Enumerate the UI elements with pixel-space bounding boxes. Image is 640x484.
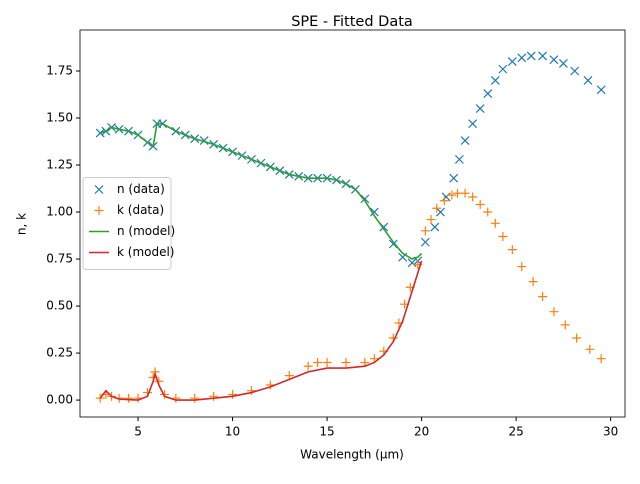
data-point <box>490 75 500 85</box>
data-point <box>483 207 493 217</box>
data-point <box>447 190 457 200</box>
y-tick-label: 1.50 <box>46 111 73 125</box>
data-point <box>538 292 548 302</box>
y-axis-label: n, k <box>15 213 29 235</box>
data-point <box>507 245 517 255</box>
legend-label: k (data) <box>117 203 164 217</box>
plot-frame <box>79 29 626 418</box>
data-point <box>538 51 548 61</box>
data-point <box>160 389 170 399</box>
data-point <box>517 262 527 272</box>
data-point <box>475 104 485 114</box>
x-axis-label: Wavelength (μm) <box>300 448 404 462</box>
data-point <box>246 386 256 396</box>
data-point <box>313 357 323 367</box>
data-point <box>441 192 451 202</box>
data-point <box>507 57 517 67</box>
data-point <box>498 231 508 241</box>
data-point <box>436 207 445 217</box>
data-point <box>432 203 442 213</box>
data-point <box>209 391 219 401</box>
data-point <box>549 55 559 65</box>
data-point <box>341 357 351 367</box>
data-point <box>439 196 449 206</box>
model-line <box>99 260 423 401</box>
data-point <box>468 119 478 129</box>
data-point <box>560 320 570 330</box>
data-point <box>426 215 436 225</box>
data-point <box>526 51 536 61</box>
data-point <box>596 85 606 95</box>
data-point <box>388 239 398 249</box>
data-point <box>475 200 485 210</box>
y-tick-label: 1.00 <box>46 205 73 219</box>
data-point <box>199 136 209 145</box>
x-tick-label: 15 <box>319 425 334 439</box>
data-point <box>517 53 527 63</box>
legend-swatch <box>94 185 104 194</box>
data-point <box>420 226 430 236</box>
data-point <box>596 354 606 364</box>
data-point <box>430 222 440 232</box>
data-point <box>558 59 568 68</box>
data-point <box>369 207 379 217</box>
data-point <box>190 393 200 403</box>
legend-swatch <box>94 206 104 215</box>
chart-title: SPE - Fitted Data <box>291 14 413 30</box>
x-tick-label: 25 <box>508 425 523 439</box>
data-point <box>303 361 313 371</box>
legend-box <box>82 177 172 270</box>
x-tick-label: 30 <box>603 425 618 439</box>
y-tick-label: 0.00 <box>46 393 73 407</box>
data-point <box>585 344 595 354</box>
data-point <box>570 66 580 76</box>
legend-label: n (data) <box>117 182 165 196</box>
data-point <box>360 194 370 204</box>
data-point <box>449 173 459 183</box>
data-point <box>528 277 538 287</box>
data-point <box>583 75 593 85</box>
model-line <box>99 122 423 260</box>
x-tick-label: 20 <box>414 425 429 439</box>
y-tick-label: 0.50 <box>46 299 73 313</box>
data-point <box>322 357 332 367</box>
data-point <box>453 188 463 198</box>
data-point <box>454 154 464 164</box>
y-tick-label: 0.75 <box>46 252 73 266</box>
data-point <box>124 393 134 403</box>
x-tick-label: 5 <box>134 425 142 439</box>
data-point <box>490 218 500 228</box>
data-point <box>498 64 508 74</box>
data-point <box>407 258 417 268</box>
data-point <box>549 307 559 317</box>
data-point <box>468 192 478 202</box>
legend-label: n (model) <box>117 224 175 238</box>
y-tick-label: 1.25 <box>46 158 73 172</box>
data-point <box>483 89 493 98</box>
legend-label: k (model) <box>117 245 175 259</box>
data-point <box>95 128 105 138</box>
x-tick-label: 10 <box>225 425 240 439</box>
data-point <box>460 136 470 145</box>
data-point <box>460 188 470 198</box>
data-point <box>572 333 582 343</box>
data-point <box>228 389 238 399</box>
data-point <box>420 237 430 247</box>
data-point <box>171 393 181 403</box>
y-tick-label: 0.25 <box>46 346 73 360</box>
y-tick-label: 1.75 <box>46 63 73 77</box>
